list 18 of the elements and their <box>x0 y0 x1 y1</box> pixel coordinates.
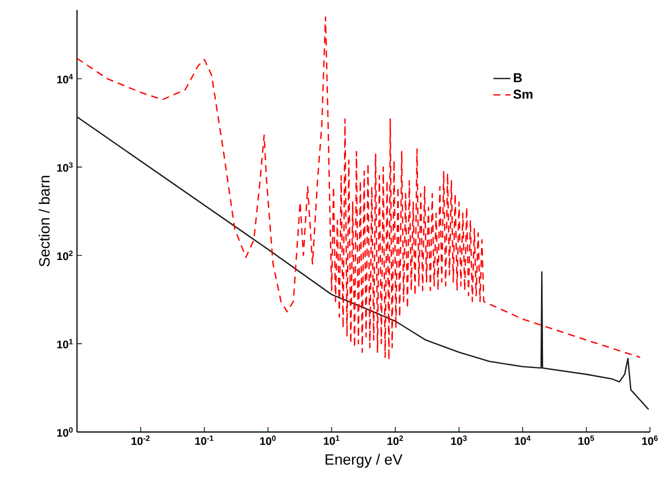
x-tick-label: 10$^{6}$ <box>642 436 658 445</box>
y-tick-label: 10$^{4}$ <box>57 74 73 84</box>
y-tick-label: 10$^{2}$ <box>57 250 73 260</box>
y-tick-label: 10$^{3}$ <box>57 162 73 172</box>
x-tick-label: 10$^{5}$ <box>578 436 594 445</box>
y-tick-label: 10$^{1}$ <box>57 339 73 348</box>
x-axis-title: Energy / eV <box>326 454 402 468</box>
y-tick-label: 10$^{0}$ <box>57 427 73 437</box>
x-tick-label: 10$^{-1}$ <box>195 436 214 445</box>
x-tick-label: 10$^{1}$ <box>324 436 340 445</box>
x-tick-label: 10$^{0}$ <box>260 436 276 445</box>
x-tick-label: 10$^{4}$ <box>514 436 531 445</box>
legend-label: Sm <box>513 90 532 99</box>
x-tick-label: 10$^{-2}$ <box>132 436 150 445</box>
y-axis-title: Section / barn <box>38 176 50 266</box>
legend-label: B <box>514 73 522 82</box>
x-tick-label: 10$^{3}$ <box>451 436 467 445</box>
x-tick-label: 10$^{2}$ <box>388 436 403 445</box>
